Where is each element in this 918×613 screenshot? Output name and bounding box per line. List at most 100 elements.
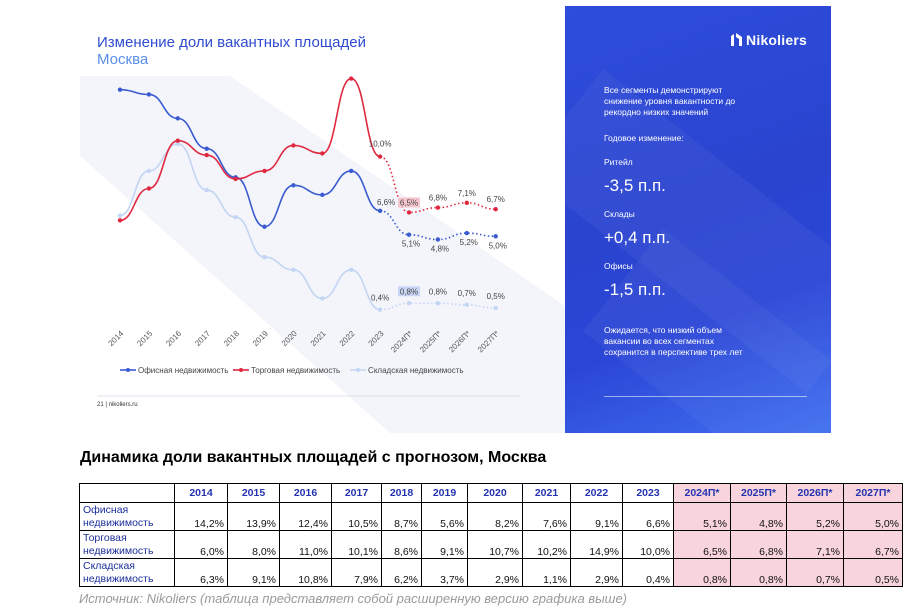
panel-outlook-line: Ожидается, что низкий объем — [604, 325, 722, 335]
table-header-cell: 2022 — [570, 483, 623, 503]
data-point-office — [349, 168, 354, 174]
table-row-label: Складская недвижимость — [79, 558, 175, 587]
data-label-retail: 7,1% — [458, 189, 476, 198]
table-cell: 10,7% — [467, 530, 523, 559]
panel-intro: Все сегменты демонстрируют снижение уров… — [604, 85, 735, 118]
series-line-retail — [119, 77, 381, 222]
table-cell: 10,2% — [522, 530, 571, 559]
table-cell: 8,2% — [467, 502, 523, 531]
table-cell: 8,7% — [381, 502, 422, 531]
panel-intro-line: рекордно низких значений — [604, 107, 709, 117]
data-point-warehouse — [117, 213, 123, 218]
table-header-cell-forecast: 2026П* — [786, 483, 844, 503]
data-point-warehouse — [175, 141, 180, 147]
data-label-retail: 10,0% — [369, 140, 392, 149]
data-point-office — [175, 116, 180, 121]
data-point-office — [291, 183, 296, 188]
data-point-office — [406, 232, 412, 237]
table-header-row: 2014 2015 2016 2017 2018 2019 2020 2021 … — [79, 483, 903, 503]
data-point-office — [377, 208, 383, 214]
panel-divider — [604, 396, 807, 397]
table-title: Динамика доли вакантных площадей с прогн… — [80, 449, 547, 466]
table-header-cell: 2023 — [622, 483, 674, 503]
forecast-line-warehouse — [380, 302, 496, 311]
table-row-label: Офисная недвижимость — [79, 502, 175, 531]
data-point-retail — [204, 152, 209, 158]
vacancy-table: 2014 2015 2016 2017 2018 2019 2020 2021 … — [79, 483, 903, 587]
chart-title: Изменение доли вакантных площадей — [97, 34, 366, 51]
table-cell-forecast: 7,1% — [786, 530, 844, 559]
table-header-cell: 2020 — [467, 483, 523, 503]
data-point-retail — [175, 138, 180, 143]
legend-label-retail: Торговая недвижимость — [251, 366, 340, 375]
data-point-warehouse — [204, 187, 209, 193]
data-point-warehouse — [320, 296, 325, 301]
table-row: Офисная недвижимость 14,2% 13,9% 12,4% 10,5% 8… — [79, 502, 903, 531]
panel-outlook-line: сохранится в перспективе трех лет — [604, 347, 743, 357]
logo-text: Nikoliers — [746, 32, 807, 48]
legend-label-office: Офисная недвижимость — [138, 366, 228, 375]
table-header-cell: 2016 — [279, 483, 332, 503]
x-tick-label: 2019 — [251, 329, 270, 348]
x-tick-label: 2015 — [135, 329, 154, 348]
table-header-cell: 2021 — [522, 483, 571, 503]
table-cell: 8,0% — [227, 530, 280, 559]
table-header-cell: 2015 — [227, 483, 280, 503]
table-cell: 10,5% — [331, 502, 382, 531]
data-point-office — [464, 230, 469, 236]
panel-intro-line: снижение уровня вакантности до — [604, 96, 736, 106]
report-slide: 6,6% 5,1% 4,8% 5,2% 5,0% 10,0% 6,5% 6,8% 7,1% 6,7… — [80, 6, 831, 433]
brand-logo: Nikoliers — [731, 32, 807, 48]
table-cell: 10,8% — [279, 558, 332, 587]
warehouses-change-value: +0,4 п.п. — [604, 228, 671, 247]
legend-marker-retail — [239, 368, 243, 372]
table-cell-forecast: 6,8% — [730, 530, 787, 559]
vacancy-line-chart: 6,6% 5,1% 4,8% 5,2% 5,0% 10,0% 6,5% 6,8% 7,1% 6,7… — [80, 76, 565, 433]
table-cell: 14,2% — [174, 502, 228, 531]
data-point-office — [435, 237, 441, 242]
data-point-warehouse — [291, 267, 296, 272]
data-point-office — [262, 224, 267, 229]
data-label-warehouse: 0,5% — [487, 292, 505, 301]
panel-intro-line: Все сегменты демонстрируют — [604, 85, 723, 95]
logo-mark-icon — [731, 33, 743, 46]
table-cell: 7,6% — [522, 502, 571, 531]
table-cell-forecast: 0,8% — [673, 558, 731, 587]
data-label-warehouse: 0,8% — [429, 287, 447, 296]
data-point-retail — [493, 207, 498, 212]
data-point-retail — [377, 154, 383, 159]
data-point-office — [117, 87, 123, 92]
highlight-box-retail — [398, 197, 420, 208]
table-row: Торговая недвижимость 6,0% 8,0% 11,0% 10,1% 8,… — [79, 530, 903, 559]
data-point-warehouse — [377, 307, 383, 312]
data-point-warehouse — [464, 302, 469, 308]
panel-outlook-line: вакансии во всех сегментах — [604, 336, 715, 346]
table-header-cell: 2017 — [331, 483, 382, 503]
table-header-cell: 2019 — [421, 483, 468, 503]
source-note: Источник: Nikoliers (таблица представляе… — [79, 591, 627, 606]
legend-marker-warehouse — [356, 368, 361, 372]
x-tick-label: 2014 — [106, 329, 125, 348]
table-cell: 14,9% — [570, 530, 623, 559]
slide-footer: 21 | nikoliers.ru — [97, 402, 138, 408]
panel-outlook: Ожидается, что низкий объем вакансии во … — [604, 325, 743, 358]
data-label-office: 5,2% — [460, 238, 478, 247]
table-cell: 11,0% — [279, 530, 332, 559]
legend-label-warehouse: Складская недвижимость — [368, 366, 464, 375]
table-cell: 6,3% — [174, 558, 228, 587]
table-cell: 6,0% — [174, 530, 228, 559]
table-cell: 6,6% — [622, 502, 674, 531]
table-cell: 8,6% — [381, 530, 422, 559]
table-row-label-line: Торговая — [83, 531, 127, 544]
data-label-office: 6,6% — [377, 198, 395, 207]
table-row: Складская недвижимость 6,3% 9,1% 10,8% 7,9% 6,… — [79, 558, 903, 587]
retail-change-value: -3,5 п.п. — [604, 176, 666, 195]
table-cell-forecast: 0,7% — [786, 558, 844, 587]
data-point-retail — [435, 205, 441, 210]
annual-change-label: Годовое изменение: — [604, 133, 684, 143]
data-label-retail: 6,8% — [429, 194, 447, 203]
data-label-office: 4,8% — [431, 245, 449, 254]
data-point-warehouse — [233, 214, 238, 220]
data-label-retail: 6,7% — [487, 195, 505, 204]
forecast-line-retail — [379, 155, 496, 214]
